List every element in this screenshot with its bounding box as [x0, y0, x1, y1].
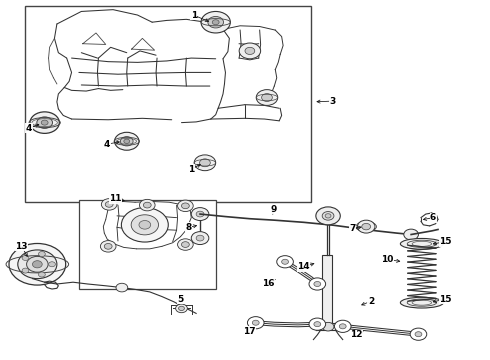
- Circle shape: [104, 243, 112, 249]
- Circle shape: [37, 117, 52, 129]
- Circle shape: [175, 304, 187, 313]
- Circle shape: [196, 235, 204, 241]
- Text: 13: 13: [16, 242, 28, 251]
- Circle shape: [18, 250, 57, 279]
- Circle shape: [191, 208, 209, 221]
- Circle shape: [247, 317, 264, 329]
- Circle shape: [196, 211, 204, 217]
- Circle shape: [314, 282, 321, 287]
- Circle shape: [116, 283, 128, 292]
- Text: 15: 15: [439, 237, 452, 246]
- Circle shape: [121, 136, 133, 146]
- Circle shape: [131, 215, 159, 235]
- Text: 3: 3: [330, 96, 336, 105]
- Circle shape: [322, 212, 334, 220]
- Text: 10: 10: [382, 255, 394, 264]
- Circle shape: [177, 200, 193, 212]
- Circle shape: [314, 321, 321, 327]
- Circle shape: [309, 318, 326, 330]
- Text: 9: 9: [270, 205, 276, 214]
- Ellipse shape: [400, 297, 443, 308]
- Circle shape: [325, 214, 331, 218]
- Text: 2: 2: [368, 297, 374, 306]
- Ellipse shape: [400, 238, 443, 249]
- Text: 1: 1: [191, 10, 197, 19]
- Circle shape: [277, 256, 294, 268]
- Text: 7: 7: [349, 224, 356, 233]
- Text: 6: 6: [430, 213, 436, 222]
- Circle shape: [212, 20, 219, 25]
- Text: 15: 15: [439, 294, 452, 303]
- Circle shape: [105, 202, 113, 207]
- Circle shape: [9, 243, 66, 285]
- Circle shape: [181, 203, 189, 209]
- Circle shape: [262, 94, 272, 102]
- Circle shape: [22, 256, 29, 261]
- Circle shape: [320, 211, 336, 222]
- Circle shape: [32, 261, 42, 268]
- Circle shape: [181, 242, 189, 247]
- Circle shape: [122, 208, 168, 242]
- Text: 1: 1: [188, 165, 195, 174]
- Text: 16: 16: [262, 279, 275, 288]
- Circle shape: [334, 320, 351, 332]
- Circle shape: [282, 259, 289, 264]
- Circle shape: [38, 272, 45, 277]
- Circle shape: [309, 278, 326, 290]
- Circle shape: [410, 328, 427, 340]
- Bar: [322, 255, 332, 323]
- Circle shape: [49, 262, 55, 267]
- Circle shape: [201, 12, 230, 33]
- Text: 5: 5: [177, 294, 184, 303]
- Circle shape: [339, 324, 346, 329]
- Circle shape: [325, 214, 331, 219]
- Circle shape: [177, 239, 193, 250]
- Text: 4: 4: [104, 140, 110, 149]
- Circle shape: [140, 199, 155, 211]
- Text: 4: 4: [26, 123, 32, 132]
- Circle shape: [362, 224, 370, 230]
- Circle shape: [178, 306, 184, 311]
- Text: 17: 17: [243, 327, 255, 336]
- Circle shape: [357, 220, 375, 233]
- Circle shape: [101, 199, 117, 210]
- Bar: [79, 200, 216, 289]
- Text: 8: 8: [186, 223, 192, 232]
- Circle shape: [41, 120, 48, 125]
- Circle shape: [22, 268, 29, 273]
- Circle shape: [144, 202, 151, 208]
- Circle shape: [415, 332, 422, 337]
- Circle shape: [199, 159, 210, 167]
- Text: 11: 11: [109, 194, 122, 203]
- Circle shape: [139, 221, 151, 229]
- Bar: [25, 6, 311, 202]
- Circle shape: [316, 207, 340, 225]
- Circle shape: [30, 112, 59, 134]
- Circle shape: [245, 47, 255, 54]
- Circle shape: [256, 90, 278, 105]
- Text: 12: 12: [350, 330, 363, 339]
- Circle shape: [100, 240, 116, 252]
- Circle shape: [322, 322, 334, 331]
- Text: 14: 14: [297, 262, 310, 271]
- Circle shape: [115, 132, 139, 150]
- Circle shape: [124, 139, 130, 143]
- Circle shape: [191, 231, 209, 244]
- Circle shape: [252, 320, 259, 325]
- Circle shape: [26, 256, 48, 272]
- Circle shape: [208, 17, 223, 28]
- Circle shape: [38, 252, 45, 257]
- Circle shape: [404, 229, 418, 240]
- Circle shape: [194, 155, 216, 171]
- Circle shape: [239, 43, 261, 59]
